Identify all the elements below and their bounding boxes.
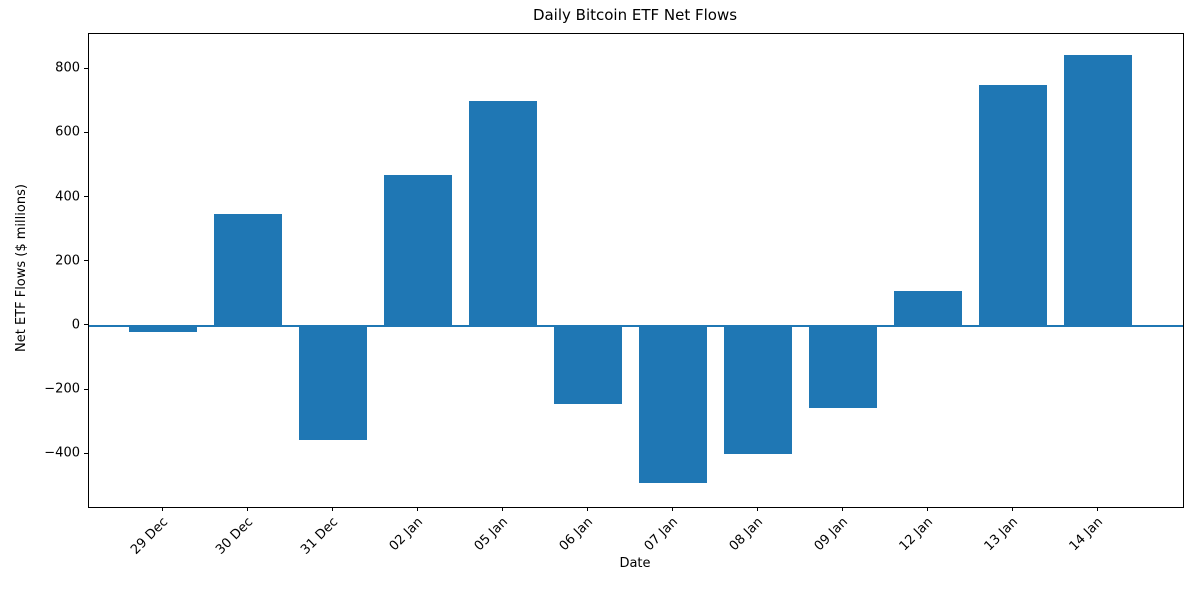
x-tick-label: 13 Jan <box>981 514 1022 555</box>
x-tick-label: 02 Jan <box>386 514 427 555</box>
x-tick-mark <box>926 507 928 511</box>
y-tick-label: 600 <box>55 124 80 140</box>
bar-05-jan <box>469 101 537 326</box>
y-tick-mark <box>84 260 88 262</box>
y-tick-label: −400 <box>44 445 80 461</box>
x-tick-mark <box>841 507 843 511</box>
x-tick-mark <box>246 507 248 511</box>
bar-02-jan <box>384 175 452 326</box>
chart-title: Daily Bitcoin ETF Net Flows <box>532 6 738 24</box>
bar-31-dec <box>299 325 367 440</box>
x-tick-label: 29 Dec <box>128 514 172 558</box>
y-tick-label: 800 <box>55 60 80 76</box>
x-tick-mark <box>1011 507 1013 511</box>
x-tick-label: 31 Dec <box>298 514 342 558</box>
bar-14-jan <box>1064 54 1132 326</box>
bar-07-jan <box>639 325 707 483</box>
x-tick-label: 14 Jan <box>1066 514 1107 555</box>
y-tick-label: 0 <box>71 317 80 333</box>
x-axis-label: Date <box>619 556 651 571</box>
x-tick-label: 08 Jan <box>726 514 767 555</box>
y-tick-mark <box>84 388 88 390</box>
bar-30-dec <box>214 213 282 326</box>
y-tick-mark <box>84 452 88 454</box>
bar-09-jan <box>809 325 877 408</box>
x-tick-label: 05 Jan <box>471 514 512 555</box>
x-tick-label: 30 Dec <box>213 514 257 558</box>
x-tick-label: 12 Jan <box>896 514 937 555</box>
x-tick-label: 09 Jan <box>811 514 852 555</box>
x-tick-mark <box>331 507 333 511</box>
bar-08-jan <box>724 325 792 455</box>
y-tick-mark <box>84 196 88 197</box>
x-tick-label: 07 Jan <box>641 514 682 555</box>
y-tick-label: 400 <box>55 189 80 204</box>
y-tick-mark <box>84 324 88 326</box>
bar-12-jan <box>894 290 962 326</box>
x-tick-label: 06 Jan <box>556 514 597 555</box>
bar-13-jan <box>979 85 1047 326</box>
y-tick-mark <box>84 67 88 69</box>
x-tick-mark <box>671 507 673 511</box>
x-tick-mark <box>756 507 758 511</box>
x-tick-mark <box>161 507 163 511</box>
y-tick-mark <box>84 131 88 133</box>
x-tick-mark <box>416 507 418 511</box>
x-tick-mark <box>586 507 588 511</box>
y-tick-label: 200 <box>55 253 80 269</box>
zero-line <box>89 324 1183 327</box>
x-tick-mark <box>501 507 503 511</box>
bar-06-jan <box>554 325 622 405</box>
x-tick-mark <box>1096 507 1098 511</box>
plot-area <box>88 33 1184 508</box>
bar-29-dec <box>129 325 197 333</box>
y-tick-label: −200 <box>44 381 80 397</box>
